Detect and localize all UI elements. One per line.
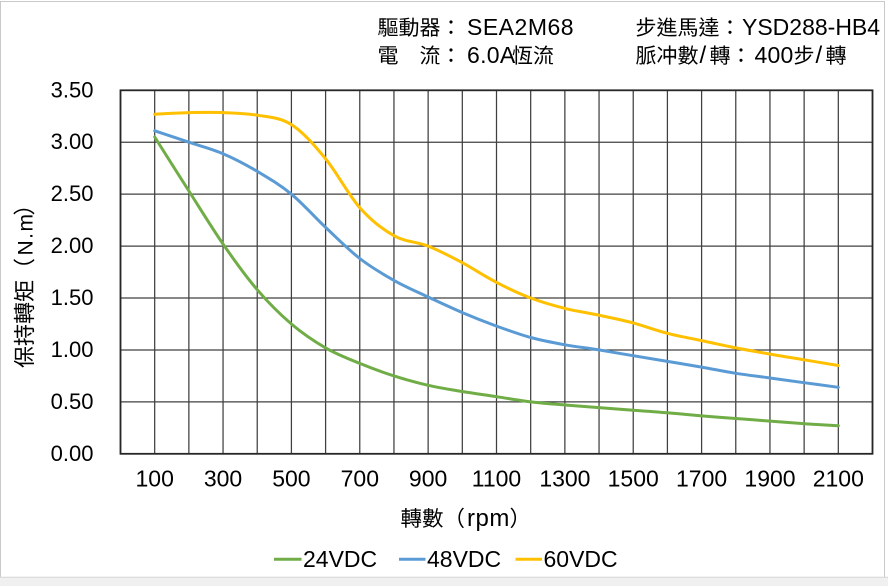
svg-text:700: 700 [341, 466, 379, 492]
svg-text:1.00: 1.00 [51, 337, 94, 362]
svg-text:3.00: 3.00 [51, 129, 94, 154]
svg-text:48VDC: 48VDC [427, 546, 501, 572]
svg-text:300: 300 [204, 466, 242, 492]
svg-text:SEA2M68: SEA2M68 [467, 14, 574, 40]
svg-text:400: 400 [755, 42, 794, 68]
svg-text:500: 500 [272, 466, 310, 492]
svg-text:N.m: N.m [14, 213, 37, 256]
svg-text:1700: 1700 [676, 466, 727, 492]
svg-text:2.50: 2.50 [51, 181, 94, 206]
svg-text:3.50: 3.50 [51, 77, 94, 102]
svg-text:60VDC: 60VDC [544, 546, 618, 572]
svg-text:100: 100 [136, 466, 174, 492]
svg-text:/: / [700, 42, 707, 69]
svg-text:1900: 1900 [744, 466, 795, 492]
svg-text:2100: 2100 [813, 466, 864, 492]
svg-text:0.50: 0.50 [51, 389, 94, 414]
svg-text:1500: 1500 [608, 466, 659, 492]
svg-text:6.0A: 6.0A [467, 42, 516, 68]
svg-text:900: 900 [409, 466, 447, 492]
svg-text:1.50: 1.50 [51, 285, 94, 310]
svg-text:YSD288-HB4: YSD288-HB4 [742, 14, 880, 40]
svg-text:rpm: rpm [467, 505, 510, 532]
svg-text:0.00: 0.00 [51, 441, 94, 466]
svg-text:1300: 1300 [539, 466, 590, 492]
svg-text:24VDC: 24VDC [303, 546, 377, 572]
svg-text:2.00: 2.00 [51, 233, 94, 258]
svg-text:1100: 1100 [472, 466, 521, 492]
svg-text:/: / [816, 42, 823, 69]
